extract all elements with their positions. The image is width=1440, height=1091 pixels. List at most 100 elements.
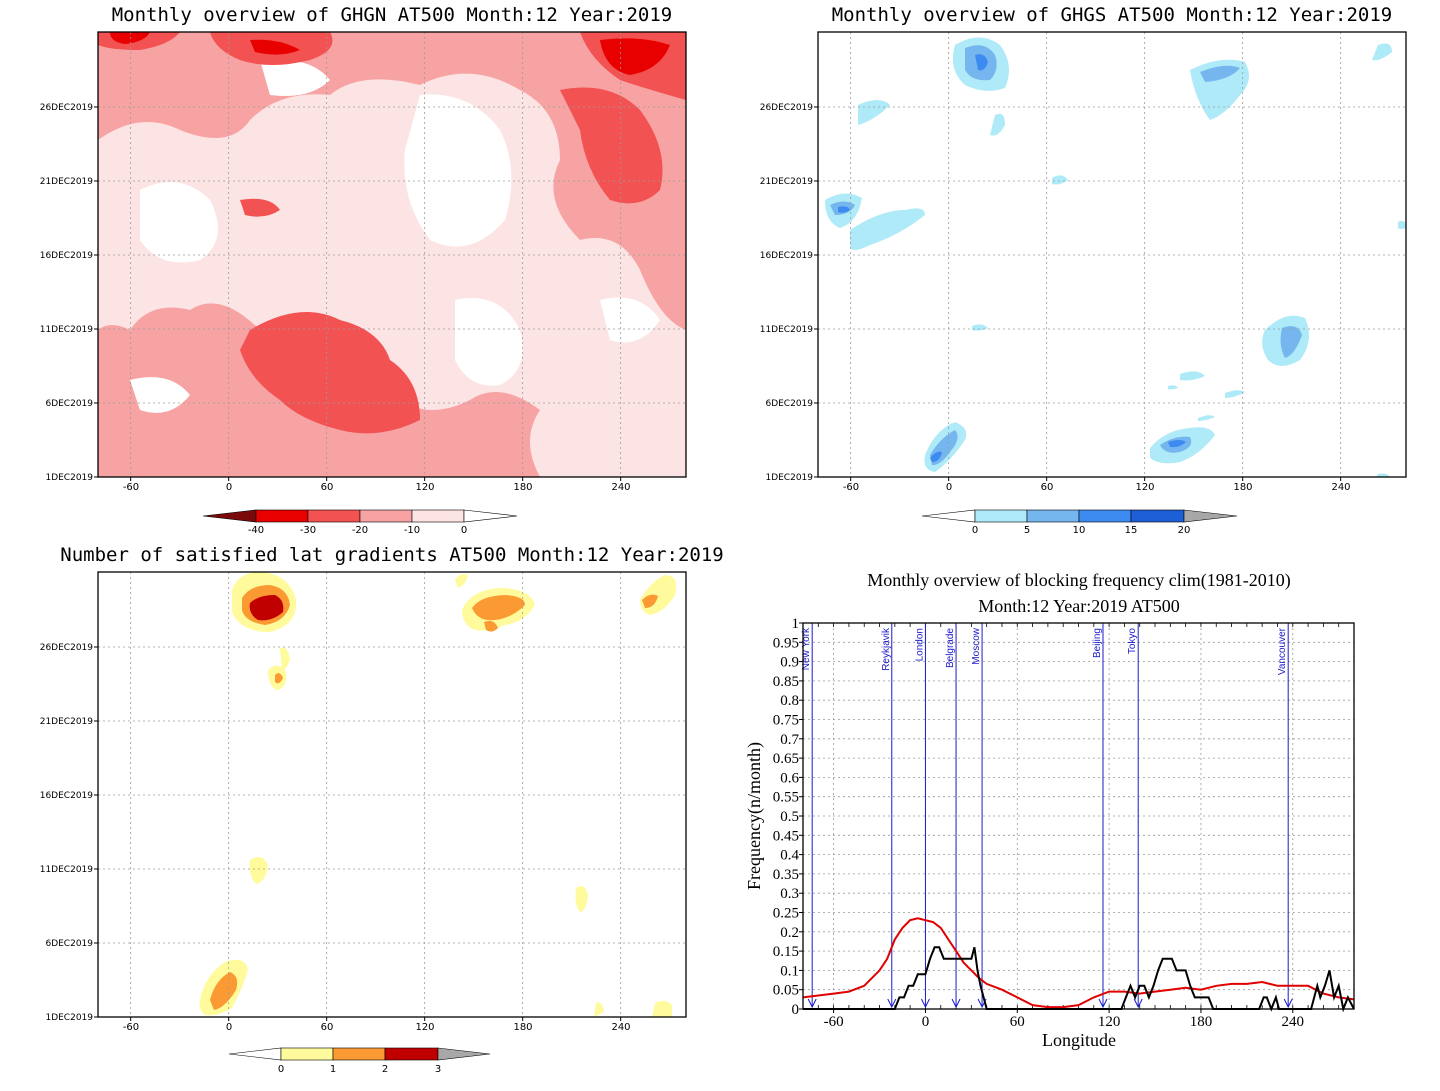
colorbar-label: 0	[278, 1064, 284, 1075]
ghgs-yticks: 26DEC2019 21DEC2019 16DEC2019 11DEC2019 …	[760, 103, 814, 483]
ghgs-contours	[825, 37, 1406, 477]
ytick-label: 11DEC2019	[40, 865, 94, 875]
xtick-label: 180	[513, 482, 532, 493]
ytick-label: 0	[792, 1002, 800, 1018]
ytick-label: 0.75	[773, 713, 799, 729]
blocking-yticks: 0 0.05 0.1 0.15 0.2 0.25 0.3 0.35 0.4 0.45 0.5 0.55…	[773, 616, 803, 1018]
ytick-label: 11DEC2019	[760, 325, 814, 335]
ytick-label: 0.85	[773, 674, 799, 690]
ytick-label: 0.8	[780, 693, 799, 709]
ytick-label: 0.95	[773, 635, 799, 651]
colorbar-label: 15	[1125, 525, 1138, 536]
colorbar-label: -40	[248, 525, 264, 536]
ytick-label: 0.2	[780, 925, 799, 941]
city-label: Vancouver	[1277, 627, 1288, 675]
colorbar-label: 1	[330, 1064, 336, 1075]
ytick-label: 21DEC2019	[40, 717, 94, 727]
ytick-label: 0.5	[780, 809, 799, 825]
colorbar-label: 3	[435, 1064, 441, 1075]
city-label: New York	[801, 627, 812, 670]
ghgs-title: Monthly overview of GHGS AT500 Month:12 …	[832, 4, 1393, 26]
colorbar-label: 20	[1178, 525, 1191, 536]
ytick-label: 0.05	[773, 983, 799, 999]
ytick-label: 16DEC2019	[40, 791, 94, 801]
ghgs-xticks: -60 0 60 120 180 240	[843, 482, 1351, 493]
xtick-label: 240	[611, 482, 630, 493]
city-arrow	[951, 998, 961, 1009]
ghgn-colorbar: -40 -30 -20 -10 0	[202, 509, 518, 536]
xtick-label: 240	[1331, 482, 1350, 493]
ghgn-xticks: -60 0 60 120 180 240	[123, 482, 631, 493]
blocking-frequency-panel: Monthly overview of blocking frequency c…	[744, 570, 1355, 1050]
city-label: Reykjavik	[881, 627, 892, 671]
ytick-label: 6DEC2019	[45, 939, 93, 949]
ghgs-colorbar: 0 5 10 15 20	[921, 509, 1238, 536]
ghgs-plot-area	[818, 32, 1406, 477]
ytick-label: 1	[792, 616, 800, 632]
ytick-label: 0.6	[780, 770, 799, 786]
ytick-label: 0.25	[773, 906, 799, 922]
ghgn-yticks: 26DEC2019 21DEC2019 16DEC2019 11DEC2019 …	[40, 103, 94, 483]
ytick-label: 26DEC2019	[40, 643, 94, 653]
xtick-label: 120	[415, 1022, 434, 1033]
ytick-label: 26DEC2019	[40, 103, 94, 113]
xtick-label: 180	[1233, 482, 1252, 493]
blocking-subtitle: Month:12 Year:2019 AT500	[978, 596, 1180, 616]
colorbar-label: -20	[352, 525, 368, 536]
lat-gradients-xticks: -60 0 60 120 180 240	[123, 1022, 631, 1033]
xtick-label: -60	[824, 1014, 844, 1030]
lat-gradients-frame	[97, 571, 687, 1018]
city-label: London	[914, 628, 925, 661]
xtick-label: -60	[843, 482, 859, 493]
ytick-label: 0.45	[773, 828, 799, 844]
ytick-label: 0.9	[780, 655, 799, 671]
ytick-label: 0.35	[773, 867, 799, 883]
xtick-label: 120	[1135, 482, 1154, 493]
ghgs-frame	[817, 31, 1407, 478]
series-line	[802, 917, 1355, 1009]
ytick-label: 11DEC2019	[40, 325, 94, 335]
ytick-label: 0.4	[780, 848, 799, 864]
xtick-label: -60	[123, 482, 139, 493]
ytick-label: 21DEC2019	[40, 177, 94, 187]
ytick-label: 0.1	[780, 963, 799, 979]
ytick-label: 16DEC2019	[760, 251, 814, 261]
xtick-label: 240	[611, 1022, 630, 1033]
ghgs-panel: Monthly overview of GHGS AT500 Month:12 …	[760, 4, 1407, 536]
xtick-label: 60	[1010, 1014, 1025, 1030]
blocking-frame	[802, 622, 1355, 1010]
xtick-label: 180	[1190, 1014, 1213, 1030]
colorbar-label: 5	[1024, 525, 1030, 536]
xtick-label: 60	[321, 482, 334, 493]
blocking-title: Monthly overview of blocking frequency c…	[867, 570, 1290, 591]
lat-gradients-yticks: 26DEC2019 21DEC2019 16DEC2019 11DEC2019 …	[40, 643, 94, 1023]
lat-gradients-title: Number of satisfied lat gradients AT500 …	[60, 544, 723, 566]
city-label: Beijing	[1092, 628, 1103, 658]
xtick-label: 0	[226, 482, 232, 493]
ghgn-panel: Monthly overview of GHGN AT500 Month:12 …	[40, 4, 687, 536]
xtick-label: 60	[321, 1022, 334, 1033]
ytick-label: 1DEC2019	[45, 1013, 93, 1023]
ytick-label: 0.55	[773, 790, 799, 806]
colorbar-label: -30	[300, 525, 316, 536]
xtick-label: 0	[946, 482, 952, 493]
ghgn-title: Monthly overview of GHGN AT500 Month:12 …	[112, 4, 673, 26]
city-arrow	[920, 998, 930, 1009]
ghgn-contours	[98, 32, 686, 477]
ytick-label: 26DEC2019	[760, 103, 814, 113]
xtick-label: 180	[513, 1022, 532, 1033]
xtick-label: -60	[123, 1022, 139, 1033]
ytick-label: 0.3	[780, 886, 799, 902]
y-axis-label: Frequency(n/month)	[744, 742, 765, 890]
city-arrow	[1098, 998, 1108, 1009]
series-line	[803, 946, 1355, 1013]
ytick-label: 1DEC2019	[45, 473, 93, 483]
colorbar-label: 0	[972, 525, 978, 536]
ytick-label: 0.7	[780, 732, 799, 748]
ytick-label: 0.65	[773, 751, 799, 767]
xtick-label: 120	[415, 482, 434, 493]
lat-gradients-contours	[199, 572, 677, 1017]
city-arrow	[1283, 998, 1293, 1009]
ytick-label: 21DEC2019	[760, 177, 814, 187]
